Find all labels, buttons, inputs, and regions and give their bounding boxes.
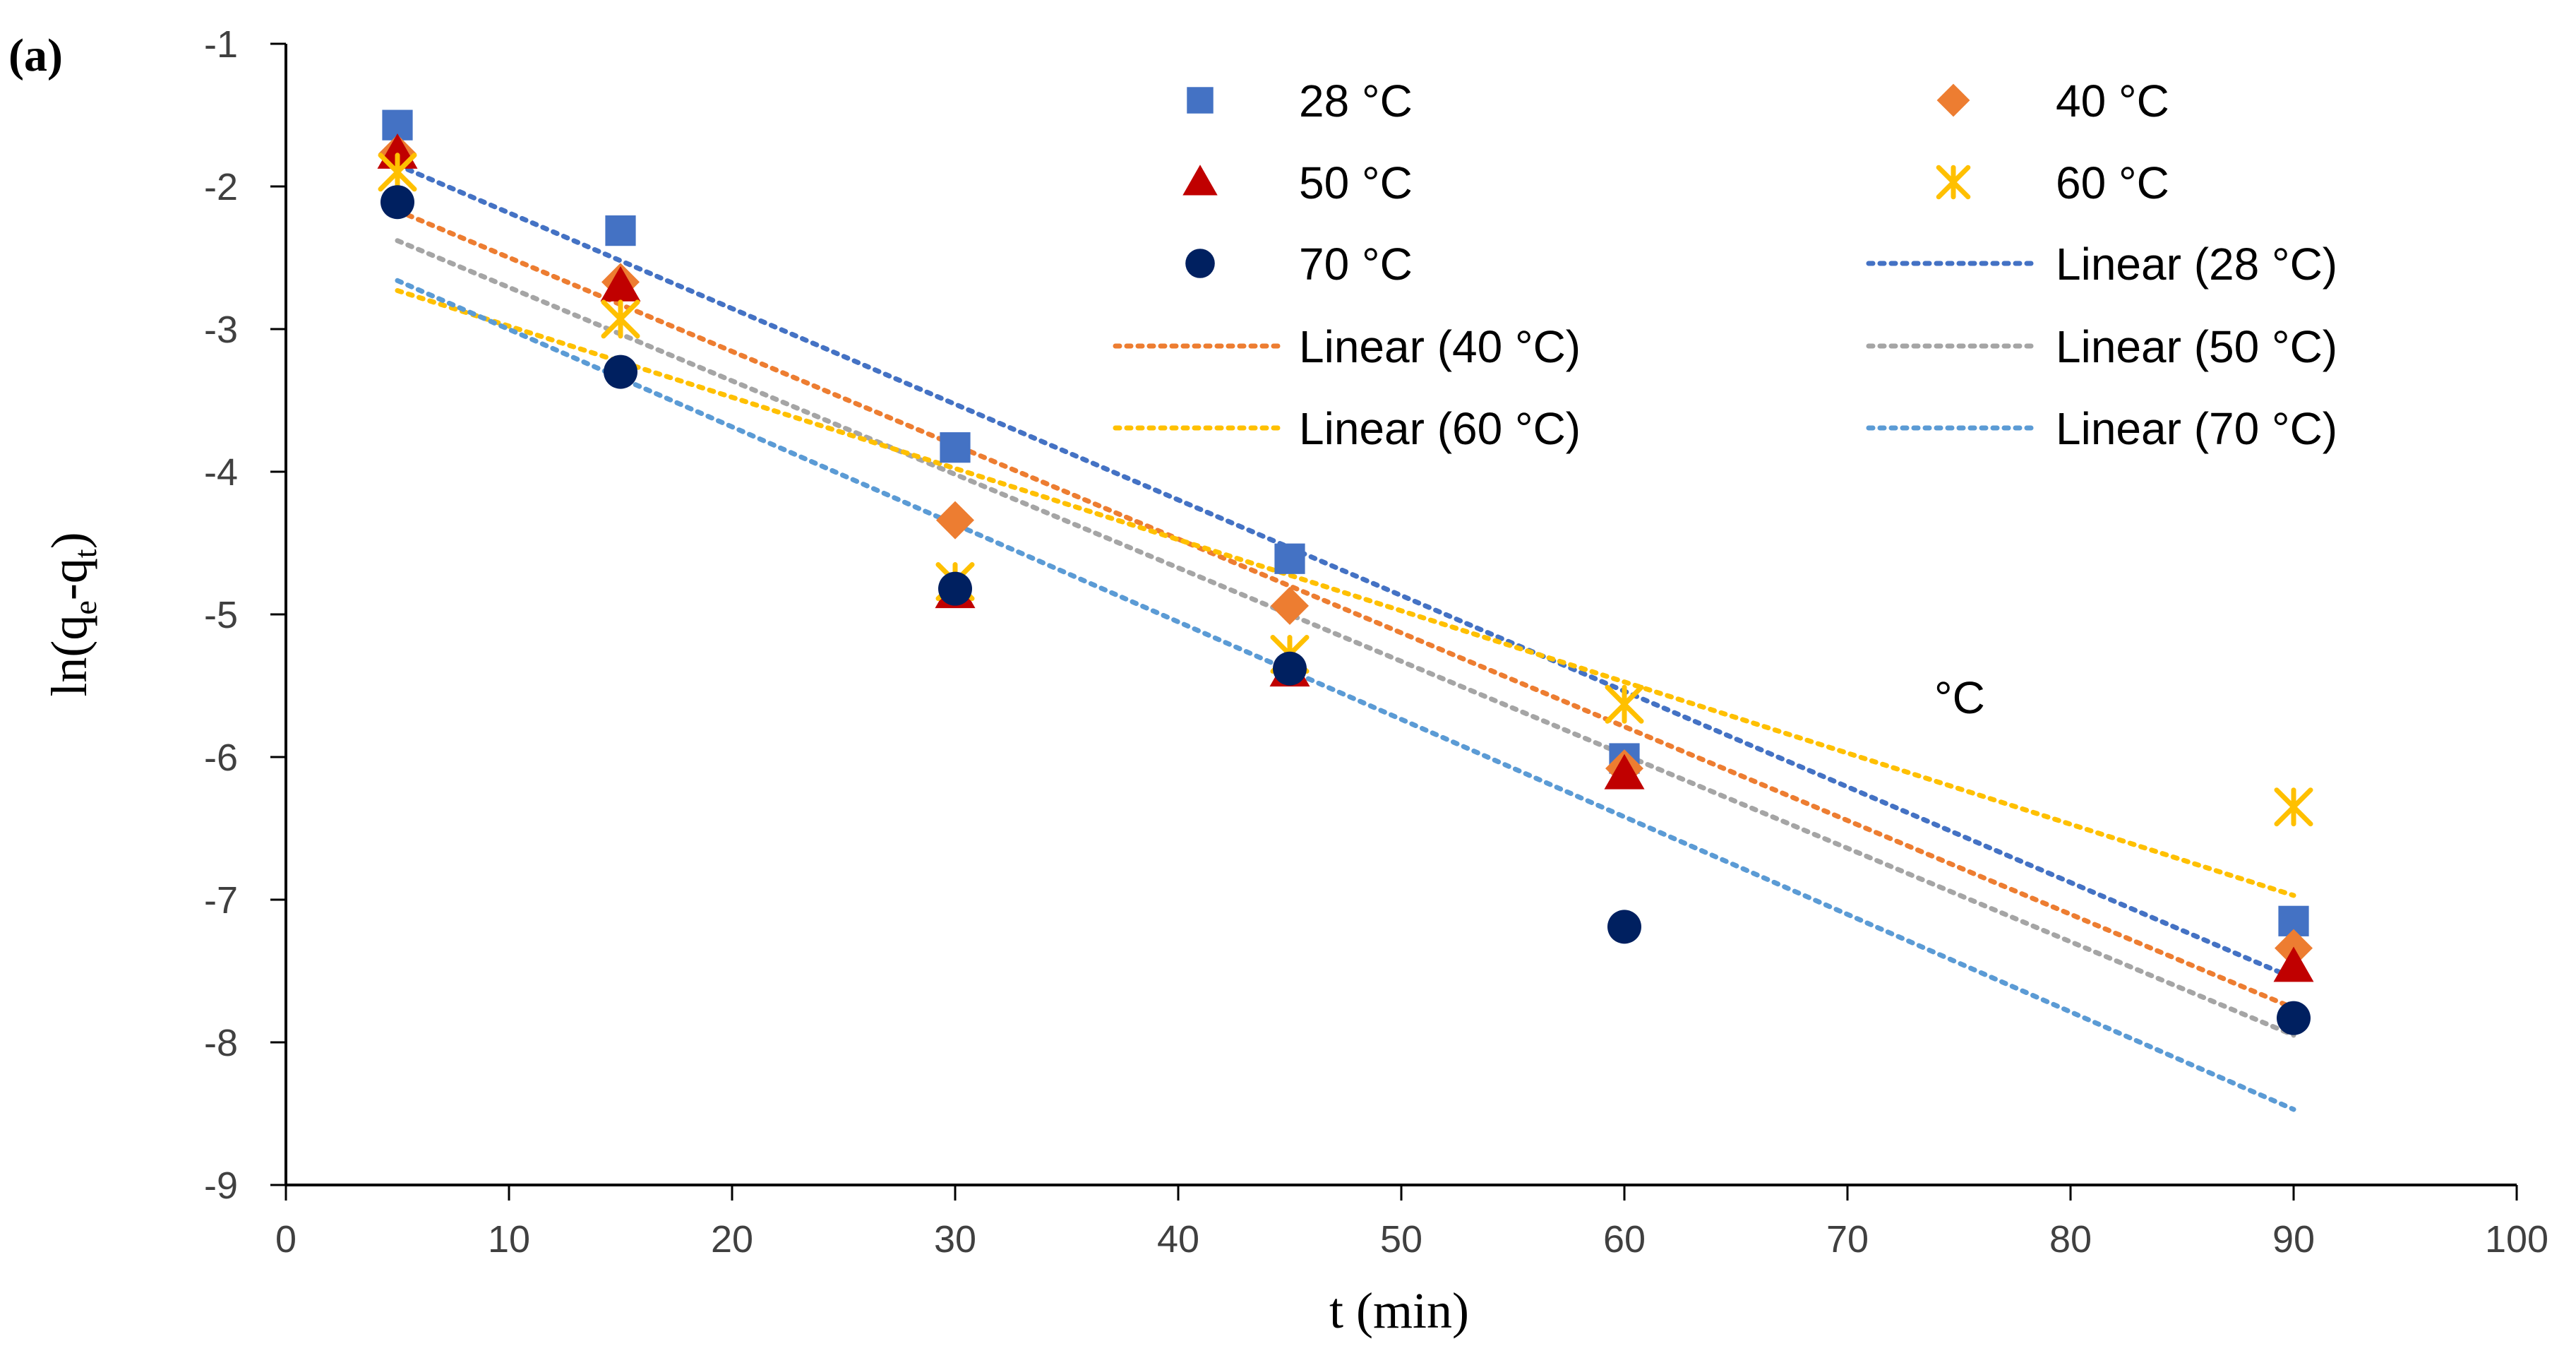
legend-label: Linear (70 °C) bbox=[2056, 403, 2337, 454]
y-tick-label: -9 bbox=[204, 1165, 238, 1207]
x-tick-label: 70 bbox=[1826, 1218, 1869, 1261]
data-point bbox=[2277, 1001, 2311, 1035]
trendlines bbox=[395, 162, 2296, 1112]
data-point bbox=[2273, 946, 2314, 982]
data-point bbox=[381, 185, 414, 220]
y-tick-label: -6 bbox=[204, 737, 238, 779]
legend-symbol bbox=[1936, 165, 1971, 200]
x-tick-label: 30 bbox=[934, 1218, 976, 1261]
x-tick-label: 50 bbox=[1380, 1218, 1422, 1261]
legend-symbol bbox=[1936, 83, 1970, 117]
y-tick-label: -2 bbox=[204, 166, 238, 208]
legend-label: Linear (50 °C) bbox=[2056, 321, 2337, 372]
legend-symbol bbox=[1185, 249, 1215, 278]
data-point bbox=[605, 215, 636, 246]
y-ticks: -1 -2 -3 -4 -5 -6 -7 -8 -9 bbox=[204, 23, 286, 1207]
legend-label: Linear (28 °C) bbox=[2056, 239, 2337, 290]
trendline-50c bbox=[395, 238, 2296, 1038]
y-tick-label: -7 bbox=[204, 879, 238, 922]
data-point bbox=[601, 299, 640, 339]
trendline-60c bbox=[395, 287, 2296, 898]
y-tick-label: -5 bbox=[204, 594, 238, 636]
trendline-40c bbox=[395, 208, 2296, 1011]
legend-label: 50 °C bbox=[1299, 157, 1413, 208]
legend-label: Linear (60 °C) bbox=[1299, 403, 1581, 454]
data-point bbox=[1607, 910, 1641, 944]
data-point bbox=[1274, 543, 1305, 574]
x-tick-label: 0 bbox=[275, 1218, 296, 1261]
legend-symbol bbox=[1187, 87, 1214, 114]
y-axis-title: ln(qe-qt) bbox=[41, 532, 103, 696]
data-point bbox=[936, 501, 974, 540]
data-point bbox=[378, 153, 417, 192]
axes bbox=[284, 44, 2517, 1186]
data-point bbox=[2274, 787, 2313, 827]
y-tick-label: -8 bbox=[204, 1022, 238, 1064]
legend-label: 70 °C bbox=[1299, 239, 1413, 290]
x-tick-label: 40 bbox=[1157, 1218, 1199, 1261]
y-tick-label: -4 bbox=[204, 451, 238, 494]
data-point bbox=[600, 266, 641, 302]
data-points bbox=[377, 109, 2314, 1035]
panel-label: (a) bbox=[8, 30, 63, 81]
trendline-28c bbox=[395, 162, 2296, 981]
legend-label: 28 °C bbox=[1299, 76, 1413, 126]
y-tick-label: -3 bbox=[204, 309, 238, 351]
x-tick-label: 100 bbox=[2485, 1218, 2548, 1261]
series-28c bbox=[382, 109, 2309, 936]
legend-label: Linear (40 °C) bbox=[1299, 321, 1581, 372]
x-tick-label: 80 bbox=[2049, 1218, 2092, 1261]
x-tick-label: 20 bbox=[711, 1218, 753, 1261]
data-point bbox=[1273, 651, 1307, 686]
legend-symbol bbox=[1182, 165, 1218, 196]
x-tick-label: 10 bbox=[488, 1218, 530, 1261]
legend-label: 40 °C bbox=[2056, 76, 2169, 126]
legend-label: 60 °C bbox=[2056, 157, 2169, 208]
series-70c bbox=[381, 185, 2311, 1035]
stray-degree-label: °C bbox=[1934, 672, 1985, 723]
data-point bbox=[604, 355, 637, 389]
data-point bbox=[938, 571, 972, 606]
y-tick-label: -1 bbox=[204, 23, 238, 66]
data-point bbox=[1271, 586, 1309, 625]
x-tick-label: 90 bbox=[2272, 1218, 2315, 1261]
x-tick-label: 60 bbox=[1603, 1218, 1646, 1261]
legend: 28 °C 40 °C 50 °C 60 °C 70 °C Linear (28 °C) L… bbox=[1113, 76, 2337, 454]
trendline-70c bbox=[395, 278, 2296, 1112]
data-point bbox=[1605, 684, 1644, 724]
data-point bbox=[1604, 754, 1645, 790]
x-axis-title: t (min) bbox=[1329, 1282, 1469, 1339]
data-point bbox=[940, 432, 971, 463]
x-ticks: 0 10 20 30 40 50 60 70 80 90 100 bbox=[275, 1185, 2548, 1261]
